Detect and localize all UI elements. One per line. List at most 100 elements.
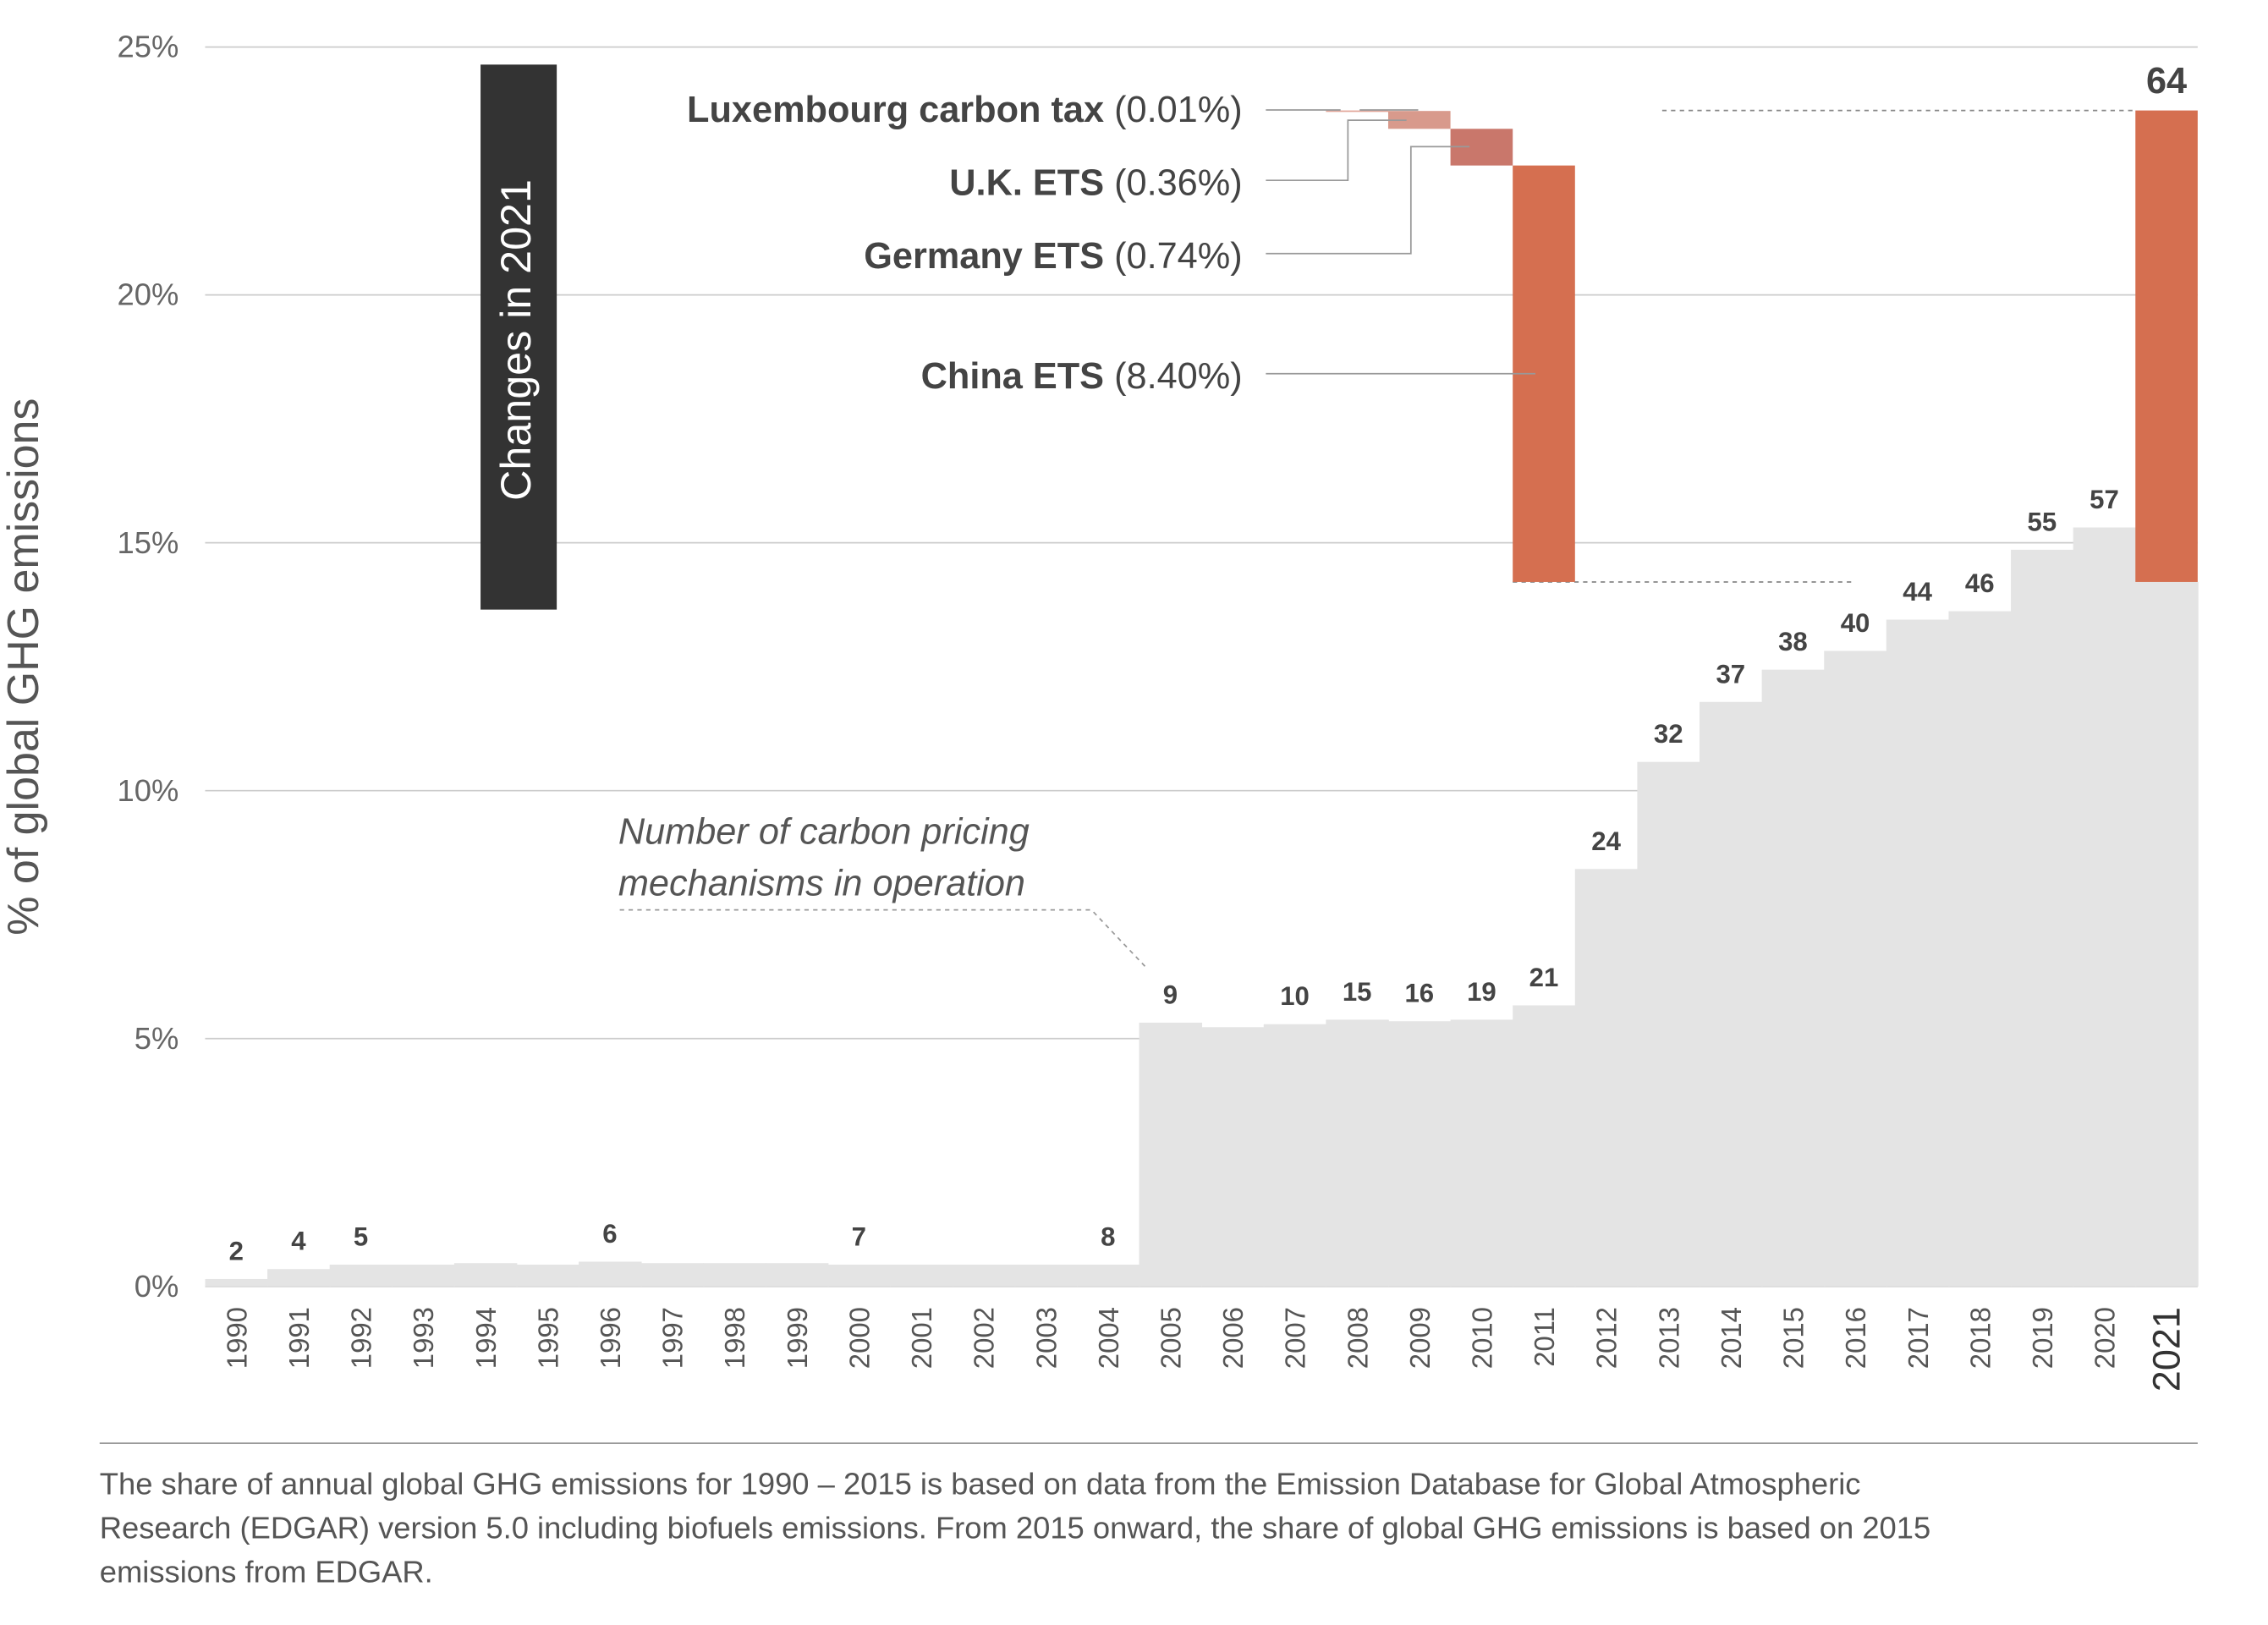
y-tick-label: 0% <box>135 1269 179 1304</box>
bar <box>1761 669 1826 1287</box>
bar <box>1574 869 1639 1287</box>
change-value: (8.40%) <box>1114 356 1243 397</box>
change-name: China ETS <box>921 356 1104 397</box>
x-tick-label: 2018 <box>1964 1307 1996 1369</box>
x-tick-label: 1992 <box>346 1307 377 1369</box>
x-tick-label: 2014 <box>1716 1307 1747 1369</box>
change-name: Germany ETS <box>864 236 1104 277</box>
change-bar <box>1387 111 1451 129</box>
total-bar <box>2135 110 2198 582</box>
bar <box>640 1263 705 1287</box>
x-tick-label: 2016 <box>1840 1307 1871 1369</box>
x-tick-label: 2003 <box>1030 1307 1062 1369</box>
change-label: U.K. ETS (0.36%) <box>949 162 1242 203</box>
count-label: 37 <box>1716 659 1745 689</box>
bar <box>1201 1027 1265 1287</box>
count-label: 46 <box>1965 568 1995 598</box>
bars <box>205 110 2199 1287</box>
bar <box>703 1263 766 1287</box>
x-tick-label: 1993 <box>408 1307 439 1369</box>
count-label: 24 <box>1591 826 1621 856</box>
x-tick-label: 2011 <box>1529 1307 1560 1367</box>
count-label: 57 <box>2090 485 2119 514</box>
labels: 0% 5% 10% 15% 20% 25% 1990 1991 1992 1993 1994 19 9 5… <box>118 30 2188 1392</box>
count-label: 16 <box>1404 979 1434 1008</box>
count-label: 8 <box>1101 1221 1115 1251</box>
x-tick-label: 2012 <box>1591 1307 1623 1369</box>
x-tick-label: 1996 <box>595 1307 626 1369</box>
y-tick-label: 20% <box>118 277 179 312</box>
y-tick-label: 10% <box>118 773 179 808</box>
x-tick-label: 1997 <box>657 1307 689 1369</box>
bar <box>2011 549 2074 1287</box>
x-tick-label: 2001 <box>906 1307 937 1369</box>
x-tick-label: 1998 <box>719 1307 750 1369</box>
y-axis-label: % of global GHG emissions <box>0 398 48 936</box>
bar <box>1326 1019 1389 1287</box>
annotation: mechanisms in operation <box>618 863 1025 903</box>
changes-title: Changes in 2021 <box>492 179 540 501</box>
x-tick-label: 2019 <box>2027 1307 2058 1369</box>
bar <box>765 1263 829 1287</box>
count-label: 64 <box>2146 61 2187 102</box>
bar <box>329 1264 393 1287</box>
count-label: 7 <box>852 1221 866 1251</box>
x-tick-label: 2013 <box>1653 1307 1684 1369</box>
bar <box>1014 1264 1078 1287</box>
bar <box>1513 1005 1576 1287</box>
bar <box>1387 1021 1452 1287</box>
count-label: 9 <box>1163 980 1178 1009</box>
bar <box>952 1264 1016 1287</box>
change-name: Luxembourg carbon tax <box>687 90 1104 130</box>
bar <box>453 1263 518 1287</box>
bar <box>890 1264 953 1287</box>
bar <box>516 1264 579 1287</box>
change-bar <box>1326 110 1388 113</box>
change-label: Luxembourg carbon tax (0.01%) <box>687 90 1243 130</box>
bar <box>579 1261 642 1287</box>
count-label: 5 <box>354 1221 368 1251</box>
footnote: emissions from EDGAR. <box>100 1555 433 1589</box>
bar <box>205 1278 268 1287</box>
bar <box>1948 611 2012 1287</box>
change-label: Germany ETS (0.74%) <box>864 236 1242 277</box>
y-tick-label: 25% <box>118 30 179 64</box>
count-label: 55 <box>2028 507 2057 536</box>
bar <box>267 1269 331 1287</box>
y-tick-label: 15% <box>118 525 179 560</box>
bar <box>1886 619 1950 1287</box>
bar <box>1824 651 1887 1287</box>
x-tick-label: 2020 <box>2090 1307 2121 1369</box>
x-tick-label: 1994 <box>470 1307 502 1369</box>
bar <box>2073 527 2137 1287</box>
x-tick-label: 2006 <box>1217 1307 1249 1369</box>
y-tick-label: 5% <box>135 1021 179 1056</box>
x-tick-label: 2010 <box>1467 1307 1498 1369</box>
x-tick-label: 1999 <box>782 1307 813 1369</box>
x-tick-label: 2000 <box>843 1307 875 1369</box>
changes-box <box>481 64 557 610</box>
bar <box>1450 1019 1514 1287</box>
bar <box>1263 1024 1327 1287</box>
x-tick-label: 2002 <box>969 1307 1000 1369</box>
x-tick-label: 2004 <box>1093 1307 1124 1369</box>
x-tick-label: 1990 <box>221 1307 252 1369</box>
bar <box>2135 581 2199 1287</box>
count-label: 21 <box>1529 963 1559 992</box>
x-tick-label: 2015 <box>1778 1307 1809 1369</box>
x-tick-label: 1991 <box>283 1307 315 1369</box>
footnote: Research (EDGAR) version 5.0 including b… <box>100 1511 1930 1545</box>
change-value: (0.74%) <box>1114 236 1243 277</box>
bar <box>1637 761 1700 1287</box>
annotation: Number of carbon pricing <box>618 812 1030 853</box>
x-tick-label: 2008 <box>1342 1307 1373 1369</box>
footnote: The share of annual global GHG emissions… <box>100 1467 1861 1501</box>
change-value: (0.01%) <box>1114 90 1243 130</box>
bar <box>827 1264 892 1287</box>
count-label: 19 <box>1467 977 1496 1007</box>
bar <box>1700 701 1763 1287</box>
count-label: 40 <box>1841 608 1870 638</box>
count-label: 32 <box>1654 719 1683 749</box>
x-tick-label: 2005 <box>1155 1307 1186 1369</box>
